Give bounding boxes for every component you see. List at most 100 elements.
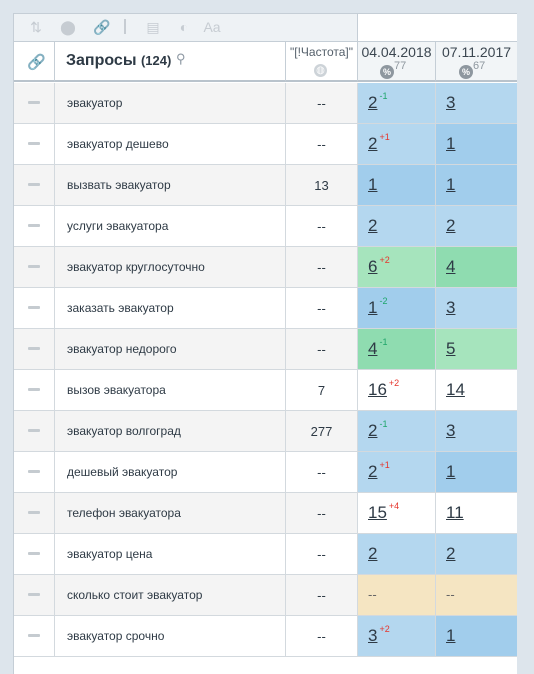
position-link[interactable]: 2 (446, 544, 455, 564)
query-cell: эвакуатор круглосуточно (55, 247, 286, 287)
position-link[interactable]: 3 (446, 298, 455, 318)
position-link[interactable]: 3 (446, 93, 455, 113)
percent-icon: % (459, 65, 473, 79)
position-value: 2 (368, 216, 378, 235)
table-icon[interactable]: ▤ (146, 19, 160, 35)
table-row: телефон эвакуатора -- 15 +4 11 (14, 493, 517, 534)
position-link[interactable]: 3 (446, 421, 455, 441)
link-icon[interactable]: 🔗 (93, 19, 111, 35)
position-cell-date2: 2 (436, 534, 517, 574)
position-link[interactable]: 2 -1 (368, 419, 388, 441)
minus-icon[interactable] (28, 388, 40, 391)
position-link[interactable]: 4 -1 (368, 337, 387, 359)
date1-pct: 77 (394, 60, 407, 72)
row-handle[interactable] (14, 288, 55, 328)
row-handle[interactable] (14, 329, 55, 369)
position-link[interactable]: 1 (446, 626, 455, 646)
position-value: 2 (446, 216, 456, 235)
date2-label: 07.11.2017 (441, 44, 512, 60)
position-link[interactable]: -- (446, 587, 455, 602)
row-handle[interactable] (14, 206, 55, 246)
query-cell: эвакуатор (55, 83, 286, 123)
row-handle[interactable] (14, 452, 55, 492)
table-row: заказать эвакуатор -- 1 -2 3 (14, 288, 517, 329)
position-link[interactable]: 1 (446, 462, 455, 482)
position-link[interactable]: 2 (368, 544, 377, 564)
position-value: 3 (446, 298, 456, 317)
position-link[interactable]: 1 -2 (368, 296, 387, 318)
position-link[interactable]: 2 (368, 216, 377, 236)
header-frequency[interactable]: "[!Частота]" ◍ (286, 42, 358, 82)
minus-icon[interactable] (28, 142, 40, 145)
header-queries[interactable]: Запросы (124) ⚲ (55, 42, 286, 82)
minus-icon[interactable] (28, 429, 40, 432)
header-date1[interactable]: 04.04.2018 % 77 (358, 42, 436, 82)
text-icon[interactable]: Aa (203, 19, 221, 35)
frequency-value: 277 (310, 424, 333, 439)
minus-icon[interactable] (28, 593, 40, 596)
minus-icon[interactable] (28, 183, 40, 186)
frequency-cell: 13 (286, 165, 358, 205)
position-link[interactable]: 1 (446, 175, 455, 195)
search-icon[interactable]: ⚲ (176, 51, 186, 66)
minus-icon[interactable] (28, 470, 40, 473)
minus-icon[interactable] (28, 634, 40, 637)
row-handle[interactable] (14, 616, 55, 656)
position-cell-date2: 14 (436, 370, 517, 410)
row-handle[interactable] (14, 575, 55, 615)
position-value: 3 (446, 421, 456, 440)
row-handle[interactable] (14, 247, 55, 287)
query-cell: эвакуатор срочно (55, 616, 286, 656)
position-link[interactable]: -- (368, 587, 377, 602)
minus-icon[interactable] (28, 101, 40, 104)
position-link[interactable]: 11 (446, 503, 464, 523)
position-link[interactable]: 5 (446, 339, 455, 359)
query-text: эвакуатор круглосуточно (67, 260, 205, 274)
position-delta: -1 (379, 419, 388, 429)
row-handle[interactable] (14, 493, 55, 533)
position-delta: +2 (379, 624, 390, 634)
position-value: 4 (368, 339, 378, 358)
position-link[interactable]: 16 +2 (368, 378, 399, 400)
row-handle[interactable] (14, 165, 55, 205)
position-link[interactable]: 2 +1 (368, 460, 390, 482)
position-cell-date2: 3 (436, 83, 517, 123)
frequency-value: -- (317, 219, 326, 234)
minus-icon[interactable] (28, 306, 40, 309)
position-cell-date2: 1 (436, 165, 517, 205)
contrast-icon[interactable]: ◐ (179, 19, 189, 35)
minus-icon[interactable] (28, 552, 40, 555)
position-link[interactable]: 6 +2 (368, 255, 390, 277)
frequency-value: -- (317, 96, 326, 111)
position-link[interactable]: 15 +4 (368, 501, 399, 523)
minus-icon[interactable] (28, 265, 40, 268)
position-value: 4 (446, 257, 456, 276)
sort-icon[interactable]: ⇅ (30, 19, 42, 35)
position-cell-date1: 2 -1 (358, 411, 436, 451)
position-link[interactable]: 14 (446, 380, 465, 400)
minus-icon[interactable] (28, 347, 40, 350)
row-handle[interactable] (14, 411, 55, 451)
minus-icon[interactable] (28, 224, 40, 227)
row-handle[interactable] (14, 124, 55, 164)
frequency-cell: -- (286, 329, 358, 369)
row-handle[interactable] (14, 370, 55, 410)
toolbar-divider (124, 19, 126, 34)
header-date2[interactable]: 07.11.2017 % 67 (436, 42, 517, 82)
position-link[interactable]: 1 (446, 134, 455, 154)
query-cell: вызвать эвакуатор (55, 165, 286, 205)
frequency-cell: -- (286, 247, 358, 287)
position-link[interactable]: 2 -1 (368, 91, 387, 113)
position-link[interactable]: 4 (446, 257, 455, 277)
position-link[interactable]: 3 +2 (368, 624, 390, 646)
position-delta: +2 (379, 255, 390, 265)
position-value: 1 (446, 175, 456, 194)
position-link[interactable]: 2 +1 (368, 132, 390, 154)
row-handle[interactable] (14, 534, 55, 574)
position-link[interactable]: 1 (368, 175, 377, 195)
position-link[interactable]: 2 (446, 216, 455, 236)
minus-icon[interactable] (28, 511, 40, 514)
row-handle[interactable] (14, 83, 55, 123)
toggle-icon[interactable]: ⬤ (60, 19, 76, 35)
query-cell: эвакуатор недорого (55, 329, 286, 369)
